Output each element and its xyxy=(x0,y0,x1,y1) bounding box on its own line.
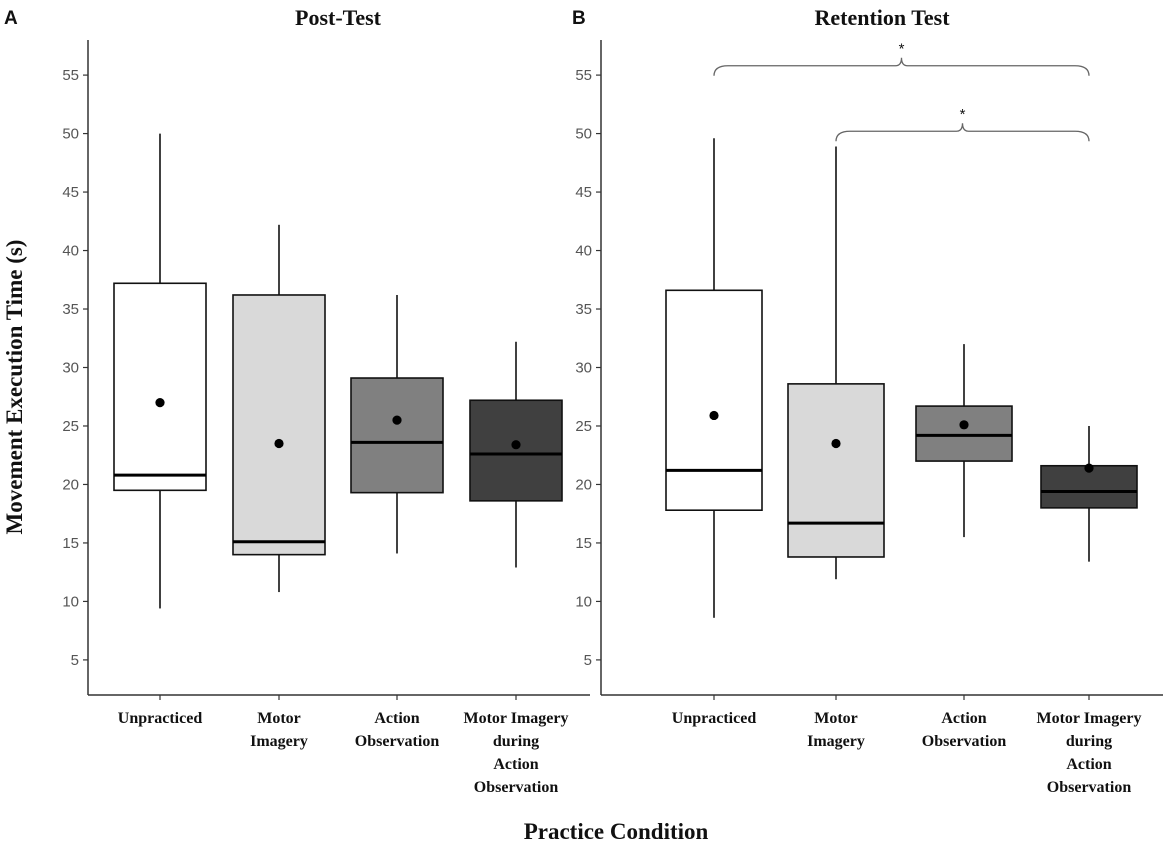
box-iqr xyxy=(665,289,763,511)
y-tick-label: 15 xyxy=(62,535,79,552)
significance-bracket xyxy=(713,57,1090,76)
category-label-line: Motor xyxy=(814,710,858,727)
category-label-line: during xyxy=(493,733,539,750)
y-tick-label: 35 xyxy=(575,301,592,318)
panel-b: B Retention Test 5 10 15 20 25 30 35 40 45 50 55 Unpr… xyxy=(572,5,1163,796)
category-label-line: Action xyxy=(941,710,986,727)
category-label: Motor Imagery during Action Observation xyxy=(1037,710,1142,796)
y-tick-label: 40 xyxy=(575,243,592,260)
significance-star: * xyxy=(960,106,966,123)
box-iqr xyxy=(1040,464,1138,509)
panel-a: A Post-Test 5 10 15 20 25 30 35 40 45 50 55 Unpractic… xyxy=(4,5,590,796)
category-label-line: Motor Imagery xyxy=(464,710,569,727)
mean-point xyxy=(1084,463,1094,473)
y-tick-label: 30 xyxy=(62,360,79,377)
x-axis-title: Practice Condition xyxy=(524,819,709,844)
category-label-line: Imagery xyxy=(807,733,865,750)
y-tick-label: 10 xyxy=(575,593,592,610)
category-label: Unpracticed xyxy=(672,710,757,727)
significance-bracket xyxy=(835,123,1090,142)
box-iqr xyxy=(469,399,563,502)
box-iqr xyxy=(113,282,207,492)
y-tick-label: 20 xyxy=(575,476,592,493)
y-tick-label: 35 xyxy=(62,301,79,318)
category-label-line: Action xyxy=(493,756,538,773)
y-tick-label: 5 xyxy=(584,652,592,669)
mean-point xyxy=(511,440,521,450)
category-label-line: Observation xyxy=(355,733,440,750)
box-iqr xyxy=(232,294,326,556)
mean-point xyxy=(831,438,841,449)
y-axis-title: Movement Execution Time (s) xyxy=(2,240,27,535)
y-tick-label: 25 xyxy=(575,418,592,435)
y-tick-label: 55 xyxy=(575,67,592,84)
category-label-line: Motor xyxy=(257,710,301,727)
panel-label: B xyxy=(572,8,586,29)
category-label-line: Unpracticed xyxy=(672,710,757,727)
y-tick-label: 10 xyxy=(62,593,79,610)
category-label-line: Observation xyxy=(1047,779,1132,796)
category-label-line: Observation xyxy=(474,779,559,796)
panel-title: Post-Test xyxy=(295,5,382,30)
mean-point xyxy=(155,397,165,408)
y-tick-label: 20 xyxy=(62,476,79,493)
category-label-line: Motor Imagery xyxy=(1037,710,1142,727)
y-tick-label: 15 xyxy=(575,535,592,552)
category-label-line: during xyxy=(1066,733,1112,750)
category-label-line: Action xyxy=(1066,756,1111,773)
y-tick-label: 45 xyxy=(62,184,79,201)
y-tick-label: 50 xyxy=(575,126,592,143)
category-label: Motor Imagery xyxy=(250,710,308,750)
y-tick-label: 30 xyxy=(575,360,592,377)
category-label-line: Imagery xyxy=(250,733,308,750)
y-tick-label: 5 xyxy=(71,652,79,669)
box-iqr xyxy=(787,383,885,558)
category-label: Motor Imagery during Action Observation xyxy=(464,710,569,796)
mean-point xyxy=(274,438,284,449)
y-tick-label: 50 xyxy=(62,126,79,143)
box-iqr xyxy=(350,377,444,494)
y-tick-label: 40 xyxy=(62,243,79,260)
category-label-line: Action xyxy=(374,710,419,727)
category-label-line: Observation xyxy=(922,733,1007,750)
panel-label: A xyxy=(4,8,18,29)
box-iqr xyxy=(915,405,1013,462)
panel-title: Retention Test xyxy=(814,5,950,30)
significance-star: * xyxy=(899,41,905,58)
y-tick-label: 25 xyxy=(62,418,79,435)
category-label: Action Observation xyxy=(355,710,440,750)
category-label: Action Observation xyxy=(922,710,1007,750)
mean-point xyxy=(709,410,719,421)
category-label: Unpracticed xyxy=(118,710,203,727)
mean-point xyxy=(959,420,969,430)
category-label: Motor Imagery xyxy=(807,710,865,750)
y-tick-label: 45 xyxy=(575,184,592,201)
category-label-line: Unpracticed xyxy=(118,710,203,727)
mean-point xyxy=(392,415,402,425)
y-tick-label: 55 xyxy=(62,67,79,84)
